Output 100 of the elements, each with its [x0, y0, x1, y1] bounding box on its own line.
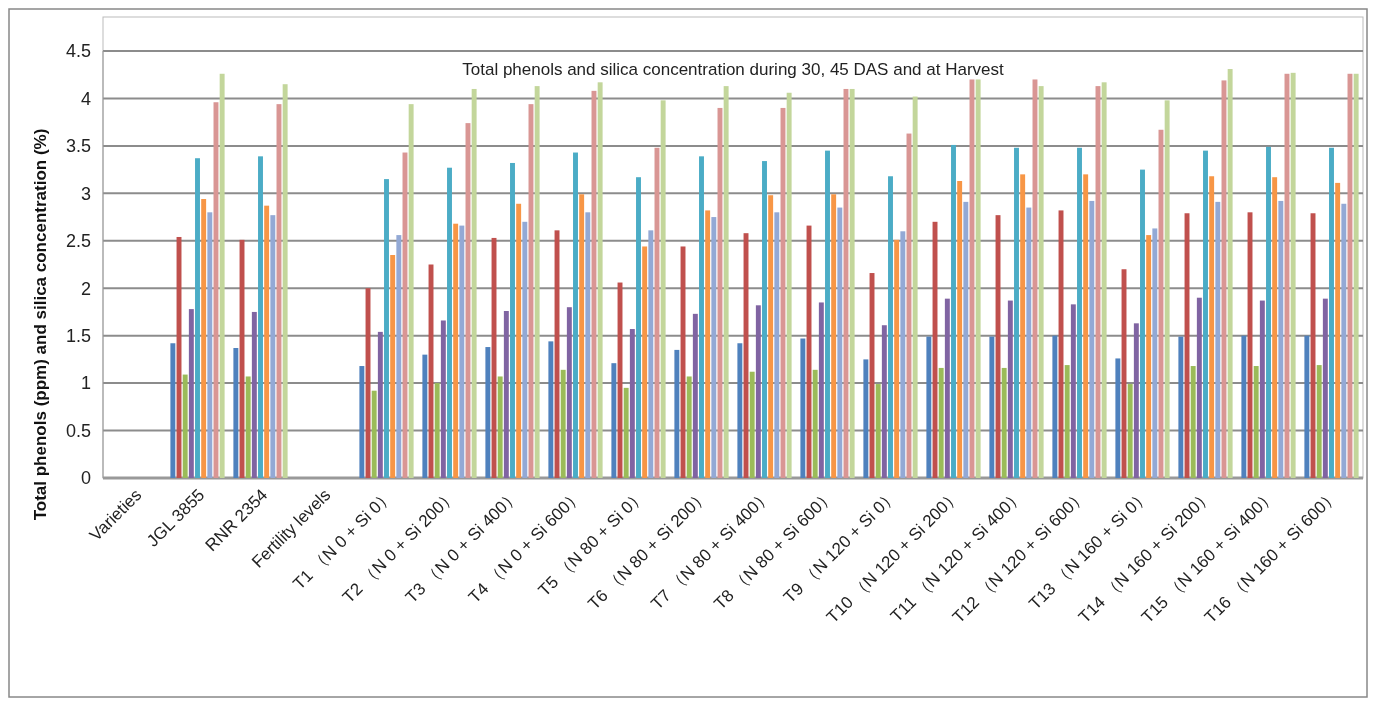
bar [396, 235, 402, 478]
bar [1020, 174, 1026, 478]
bar [611, 363, 617, 478]
bar [674, 349, 680, 478]
bar [800, 338, 806, 478]
bar [585, 212, 591, 478]
bar [762, 161, 767, 478]
bar [1278, 200, 1284, 478]
bar [201, 199, 207, 478]
bar [894, 239, 900, 478]
bar [699, 156, 704, 478]
bar [1341, 203, 1347, 478]
bar [1052, 335, 1058, 478]
bar [359, 366, 365, 478]
y-tick-label: 4.5 [65, 41, 91, 62]
bar [471, 88, 477, 478]
bar [1133, 323, 1139, 478]
bar [1266, 146, 1271, 478]
bar [270, 215, 276, 478]
bar [503, 311, 509, 478]
bar [516, 203, 522, 478]
bar [377, 331, 383, 478]
bar [459, 225, 465, 478]
bar [768, 195, 774, 478]
bar [497, 376, 503, 478]
bar [182, 374, 188, 478]
bar [648, 230, 654, 478]
bar [597, 82, 603, 478]
bar [1164, 100, 1170, 478]
bar [251, 311, 257, 478]
bar [786, 92, 792, 478]
y-tick-label: 1.5 [65, 325, 91, 346]
y-axis-title: Total phenols (ppm) and silica concentration (%) [31, 128, 50, 521]
bar [1089, 200, 1095, 478]
bar [1227, 69, 1233, 478]
bar [453, 223, 459, 478]
bar [912, 96, 918, 478]
bar [711, 217, 717, 478]
bar [485, 347, 491, 478]
bar [705, 210, 711, 478]
bar [264, 205, 270, 478]
y-tick-label: 3 [80, 183, 91, 204]
bar [282, 84, 288, 478]
bar [371, 390, 377, 478]
bar [774, 212, 780, 478]
bar [818, 302, 824, 478]
bar [749, 371, 755, 478]
bar [1083, 174, 1089, 478]
bar [1152, 228, 1158, 478]
bar [1127, 384, 1133, 478]
bar [1253, 366, 1259, 478]
bar [660, 100, 666, 478]
bar [989, 336, 995, 478]
bar [623, 387, 629, 478]
bar [1146, 235, 1152, 478]
bar [1115, 358, 1121, 478]
bar [219, 73, 225, 478]
bar [207, 212, 213, 478]
bar [837, 207, 843, 478]
bar [440, 320, 446, 478]
bar [510, 162, 515, 478]
bar [390, 255, 396, 478]
bar [1290, 72, 1296, 478]
bar [1335, 182, 1341, 478]
bar [692, 313, 698, 478]
bar [737, 343, 743, 478]
bar [1329, 147, 1334, 478]
bar [926, 336, 932, 478]
bar [522, 221, 528, 478]
y-tick-label: 0.5 [65, 420, 91, 441]
bar [434, 383, 440, 478]
bar [636, 177, 641, 478]
bar [1014, 147, 1019, 478]
bar [195, 158, 200, 478]
bar [849, 88, 855, 478]
bar [642, 246, 648, 478]
bar [1203, 150, 1208, 478]
bar [686, 376, 692, 478]
bar [1190, 366, 1196, 478]
bar [944, 298, 950, 478]
bar [1304, 335, 1310, 478]
bar [1064, 365, 1070, 478]
bar [629, 329, 635, 478]
y-tick-label: 2.5 [65, 231, 91, 252]
text: Total phenols and silica concentration during 30, 45 DAS and at Harvest [462, 60, 1005, 79]
bar [1140, 169, 1145, 478]
y-tick-label: 2 [80, 278, 91, 299]
bar [938, 367, 944, 478]
bar [831, 194, 837, 478]
bar [723, 86, 729, 478]
bar [1322, 298, 1328, 478]
bar [1101, 82, 1107, 478]
bar [573, 152, 578, 478]
bar [1272, 177, 1278, 478]
bar [1070, 304, 1076, 478]
bar [881, 325, 887, 478]
bar [233, 348, 239, 478]
bar [863, 359, 869, 478]
bar [825, 150, 830, 478]
bar [384, 179, 389, 478]
